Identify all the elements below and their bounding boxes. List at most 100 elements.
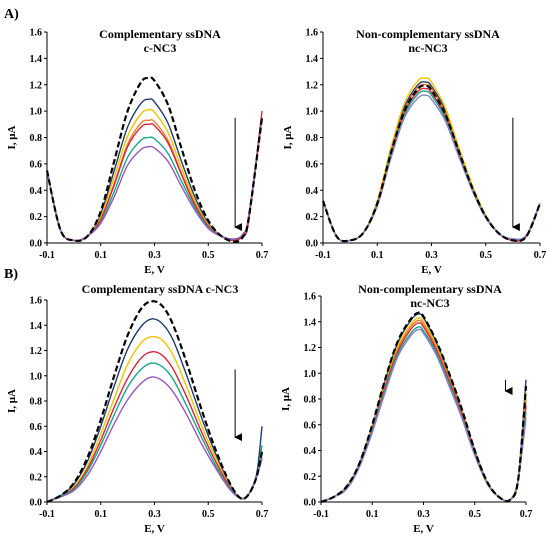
- y-tick-label: 0.4: [306, 186, 319, 197]
- series-line: [320, 319, 527, 503]
- y-tick-label: 0.0: [30, 239, 43, 250]
- y-tick-label: 1.0: [30, 371, 43, 382]
- x-tick-label: 0.7: [256, 250, 269, 261]
- x-axis-label: E, V: [144, 523, 165, 535]
- series-line: [320, 326, 527, 503]
- y-tick-label: 0.6: [304, 420, 317, 431]
- y-tick-label: 0.2: [30, 472, 43, 483]
- x-tick-label: 0.1: [95, 509, 108, 520]
- series-line-dashed: [46, 300, 264, 504]
- y-tick-label: 1.0: [30, 107, 43, 118]
- chart-panel: Complementary ssDNA c-NC3 0.0 0.2 0.4 0.6 0.8…: [6, 282, 268, 535]
- y-tick-label: 1.2: [30, 80, 43, 91]
- x-tick-label: 0.5: [202, 250, 215, 261]
- chart-title: c-NC3: [144, 41, 177, 55]
- y-tick-label: 0.6: [30, 159, 43, 170]
- x-axis-label: E, V: [413, 523, 434, 535]
- y-tick-label: 0.4: [30, 186, 43, 197]
- y-tick-label: 0.8: [30, 133, 43, 144]
- x-tick-label: -0.1: [313, 509, 329, 520]
- series-line: [46, 318, 263, 503]
- y-tick-label: 1.4: [306, 54, 319, 65]
- series-line: [46, 108, 263, 242]
- series-line-dashed: [320, 311, 528, 504]
- y-tick-label: 1.0: [306, 107, 319, 118]
- x-tick-label: -0.1: [39, 250, 55, 261]
- y-axis-label: I, μA: [6, 125, 18, 149]
- x-tick-label: 0.5: [202, 509, 215, 520]
- chart-title: Complementary ssDNA c-NC3: [82, 282, 239, 296]
- series-line: [322, 81, 541, 242]
- series-line: [46, 117, 263, 242]
- y-tick-label: 0.6: [30, 422, 43, 433]
- x-tick-label: 0.1: [95, 250, 108, 261]
- y-tick-label: 0.8: [304, 395, 317, 406]
- y-axis-label: I, μA: [282, 125, 294, 149]
- y-axis-label: I, μA: [280, 387, 292, 411]
- y-tick-label: 1.6: [306, 28, 319, 39]
- y-tick-label: 0.4: [30, 447, 43, 458]
- series-line: [46, 111, 263, 242]
- series-line: [322, 87, 541, 242]
- x-tick-label: 0.3: [417, 509, 430, 520]
- series-line: [322, 77, 541, 242]
- y-tick-label: 1.2: [304, 343, 317, 354]
- y-tick-label: 1.6: [30, 296, 43, 307]
- y-axis-label: I, μA: [6, 389, 18, 413]
- series-line: [320, 313, 527, 503]
- y-tick-label: 0.0: [30, 498, 43, 509]
- chart-title: Non-complementary ssDNA: [356, 27, 500, 41]
- x-axis-label: E, V: [421, 264, 442, 276]
- chart-title: nc-NC3: [410, 296, 449, 310]
- x-tick-label: 0.1: [371, 250, 384, 261]
- series-line: [322, 94, 541, 242]
- y-tick-label: 1.2: [30, 346, 43, 357]
- y-tick-label: 1.4: [30, 54, 43, 65]
- y-tick-label: 0.2: [304, 472, 317, 483]
- chart-title: Complementary ssDNA: [99, 27, 221, 41]
- x-tick-label: 0.7: [256, 509, 269, 520]
- chart-title: Non-complementary ssDNA: [358, 282, 502, 296]
- x-tick-label: 0.1: [366, 509, 379, 520]
- y-tick-label: 1.6: [304, 292, 317, 303]
- x-tick-label: 0.7: [534, 250, 547, 261]
- row-label-a: A): [4, 7, 19, 22]
- y-tick-label: 1.4: [304, 317, 317, 328]
- y-tick-label: 1.0: [304, 369, 317, 380]
- series-line: [320, 328, 527, 503]
- x-tick-label: 0.3: [148, 509, 161, 520]
- y-tick-label: 0.6: [306, 159, 319, 170]
- series-line-dashed: [321, 84, 542, 243]
- series-line: [46, 98, 263, 242]
- series-line-dashed: [45, 76, 264, 243]
- series-line: [46, 117, 263, 242]
- x-tick-label: 0.7: [520, 509, 533, 520]
- x-tick-label: 0.3: [148, 250, 161, 261]
- y-tick-label: 0.0: [306, 239, 319, 250]
- x-tick-label: 0.3: [425, 250, 438, 261]
- y-tick-label: 0.2: [30, 212, 43, 223]
- series-line: [322, 90, 541, 242]
- y-tick-label: 1.2: [306, 80, 319, 91]
- x-axis-label: E, V: [144, 264, 165, 276]
- y-tick-label: 0.4: [304, 446, 317, 457]
- x-tick-label: 0.5: [480, 250, 493, 261]
- series-line: [46, 117, 263, 242]
- y-tick-label: 0.2: [306, 212, 319, 223]
- y-tick-label: 1.6: [30, 28, 43, 39]
- series-line: [320, 322, 527, 503]
- y-tick-label: 0.8: [30, 397, 43, 408]
- y-tick-label: 0.8: [306, 133, 319, 144]
- series-line: [320, 316, 527, 503]
- x-tick-label: -0.1: [39, 509, 55, 520]
- chart-title: nc-NC3: [408, 41, 447, 55]
- y-tick-label: 1.4: [30, 321, 43, 332]
- row-label-b: B): [4, 267, 18, 282]
- series-line: [322, 83, 541, 242]
- x-tick-label: -0.1: [315, 250, 331, 261]
